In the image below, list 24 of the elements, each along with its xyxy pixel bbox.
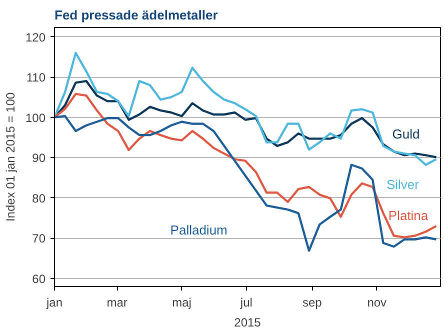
x-tick-label: mar	[106, 296, 128, 310]
series-label: Platina	[388, 208, 429, 224]
line-series	[54, 52, 438, 166]
x-tick-label: jan	[45, 296, 63, 310]
y-tick-label: 110	[26, 70, 46, 85]
chart-title: Fed pressade ädelmetaller	[54, 8, 218, 22]
line-series	[54, 92, 438, 238]
line-series	[54, 115, 438, 252]
y-tick-label: 100	[25, 110, 46, 125]
y-tick-label: 80	[32, 191, 46, 206]
y-tick-label: 120	[25, 30, 46, 44]
text: Palladium	[170, 222, 228, 238]
y-tick-label: 90	[32, 151, 46, 166]
series-label: Silver	[386, 176, 420, 192]
x-tick-label: sep	[302, 296, 322, 310]
series-label: Guld	[392, 126, 420, 142]
x-tick-label: maj	[172, 296, 192, 310]
y-tick-label: 60	[32, 272, 46, 286]
x-axis-title: 2015	[234, 316, 262, 329]
x-tick-label: jul	[239, 296, 252, 310]
line-series	[54, 80, 438, 158]
x-tick-label: nov	[367, 296, 387, 310]
y-tick-label: 70	[32, 232, 46, 246]
y-axis-title: Index 01 jan 2015 = 100	[3, 92, 18, 222]
